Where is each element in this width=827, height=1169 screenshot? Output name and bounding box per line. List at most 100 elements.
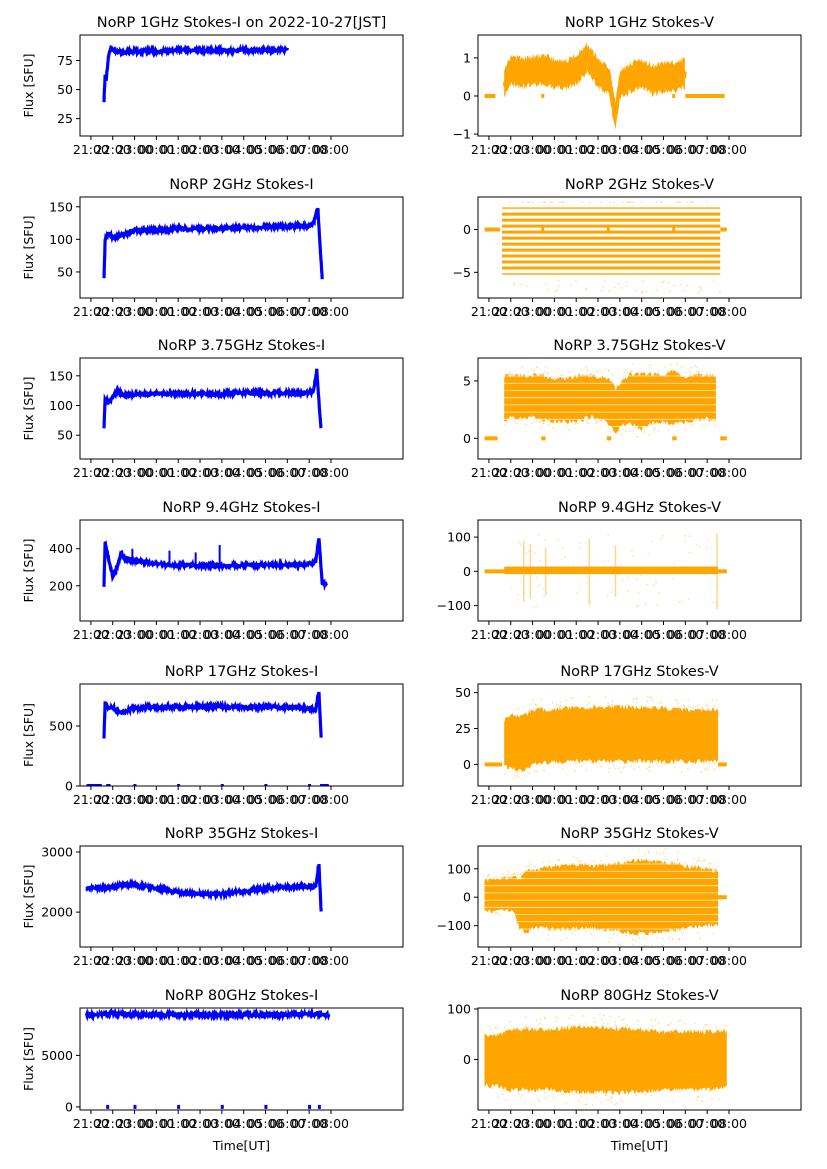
outlier-point <box>634 938 637 941</box>
outlier-point <box>528 550 531 553</box>
x-tick-label: 22:00 <box>493 304 529 319</box>
outlier-point <box>526 201 529 204</box>
outlier-point <box>580 860 582 862</box>
y-tick-label: −5 <box>453 265 471 280</box>
x-tick-label: 06:00 <box>667 627 703 642</box>
outlier-point <box>610 703 613 706</box>
outlier-point <box>655 581 657 584</box>
zero-mark <box>106 1104 110 1109</box>
outlier-point <box>664 847 667 850</box>
outlier-point <box>561 767 564 770</box>
outlier-point <box>579 586 582 588</box>
outlier-point <box>716 583 719 586</box>
outlier-point <box>666 1024 669 1027</box>
outlier-point <box>662 762 665 765</box>
outlier-point <box>520 543 522 545</box>
outlier-point <box>616 1102 619 1105</box>
outlier-point <box>560 940 563 942</box>
outlier-point <box>667 281 670 284</box>
outlier-point <box>548 860 550 863</box>
x-tick-label: 04:00 <box>624 142 660 157</box>
outlier-point <box>716 707 719 710</box>
x-tick-label: 00:00 <box>138 792 174 807</box>
outlier-point <box>575 761 578 764</box>
outlier-point <box>533 369 536 372</box>
outlier-point <box>650 540 653 543</box>
outlier-point <box>589 601 592 604</box>
outlier-point <box>620 433 623 436</box>
outlier-point <box>517 873 520 876</box>
outlier-point <box>697 1096 700 1098</box>
outlier-point <box>538 533 541 536</box>
x-tick-label: 05:00 <box>247 304 283 319</box>
y-tick-label: 0 <box>463 222 471 237</box>
outlier-point <box>508 201 511 204</box>
outlier-point <box>673 766 676 769</box>
x-tick-label: 04:00 <box>226 304 262 319</box>
outlier-point <box>654 1019 657 1022</box>
outlier-point <box>695 566 698 569</box>
outlier-point <box>582 1014 585 1017</box>
x-tick-label: 00:00 <box>536 1116 572 1131</box>
outlier-point <box>608 771 610 774</box>
outlier-point <box>559 703 562 706</box>
outlier-point <box>672 938 674 940</box>
x-tick-label: 04:00 <box>624 304 660 319</box>
outlier-point <box>655 603 658 606</box>
outlier-point <box>512 777 515 780</box>
subplot-title: NoRP 9.4GHz Stokes-I <box>162 500 320 516</box>
outlier-point <box>564 424 567 427</box>
outlier-point <box>617 1093 620 1096</box>
outlier-point <box>687 551 690 554</box>
outlier-point <box>621 201 624 204</box>
outlier-point <box>646 696 649 699</box>
outlier-point <box>695 366 698 369</box>
outlier-point <box>649 696 652 698</box>
outlier-point <box>540 698 543 701</box>
outlier-point <box>544 539 546 542</box>
x-tick-label: 23:00 <box>515 304 551 319</box>
outlier-point <box>551 1093 554 1096</box>
outlier-point <box>536 576 539 579</box>
outlier-point <box>600 765 603 768</box>
outlier-point <box>712 279 715 282</box>
subplot-i5: NoRP 17GHz Stokes-I 0 500 21:0022:0023:0000… <box>21 664 404 807</box>
outlier-point <box>651 698 654 701</box>
outlier-point <box>612 933 615 935</box>
outlier-point <box>621 579 624 582</box>
x-tick-label: 05:00 <box>247 465 283 480</box>
x-tick-label: 07:00 <box>291 792 327 807</box>
y-tick-label: 100 <box>447 861 471 876</box>
outlier-point <box>586 703 589 706</box>
outlier-point <box>513 873 516 875</box>
x-tick-label: 07:00 <box>291 304 327 319</box>
outlier-point <box>587 422 589 425</box>
outlier-point <box>692 857 695 860</box>
outlier-point <box>631 938 634 941</box>
y-tick-label: 100 <box>49 232 73 247</box>
subplot-v3: NoRP 3.75GHz Stokes-V 0 5 21:0022:0023:0000… <box>463 338 802 480</box>
outlier-point <box>611 587 614 590</box>
x-tick-label: 06:00 <box>269 953 305 968</box>
x-tick-label: 00:00 <box>138 142 174 157</box>
outlier-point <box>578 373 581 376</box>
outlier-point <box>646 932 649 935</box>
outlier-point <box>610 591 613 594</box>
outlier-point <box>532 698 534 701</box>
outlier-point <box>662 852 665 854</box>
outlier-point <box>663 365 666 368</box>
outlier-point <box>598 369 601 372</box>
outlier-point <box>659 701 662 704</box>
x-tick-label: 05:00 <box>645 792 681 807</box>
outlier-point <box>714 602 717 604</box>
outlier-point <box>612 437 615 439</box>
outlier-point <box>535 770 538 773</box>
outlier-point <box>636 578 639 581</box>
outlier-point <box>614 1024 617 1027</box>
outlier-point <box>586 565 589 568</box>
outlier-point <box>607 704 610 707</box>
outlier-point <box>530 703 533 706</box>
outlier-point <box>538 584 541 587</box>
outlier-point <box>648 434 650 437</box>
outlier-point <box>678 706 680 709</box>
